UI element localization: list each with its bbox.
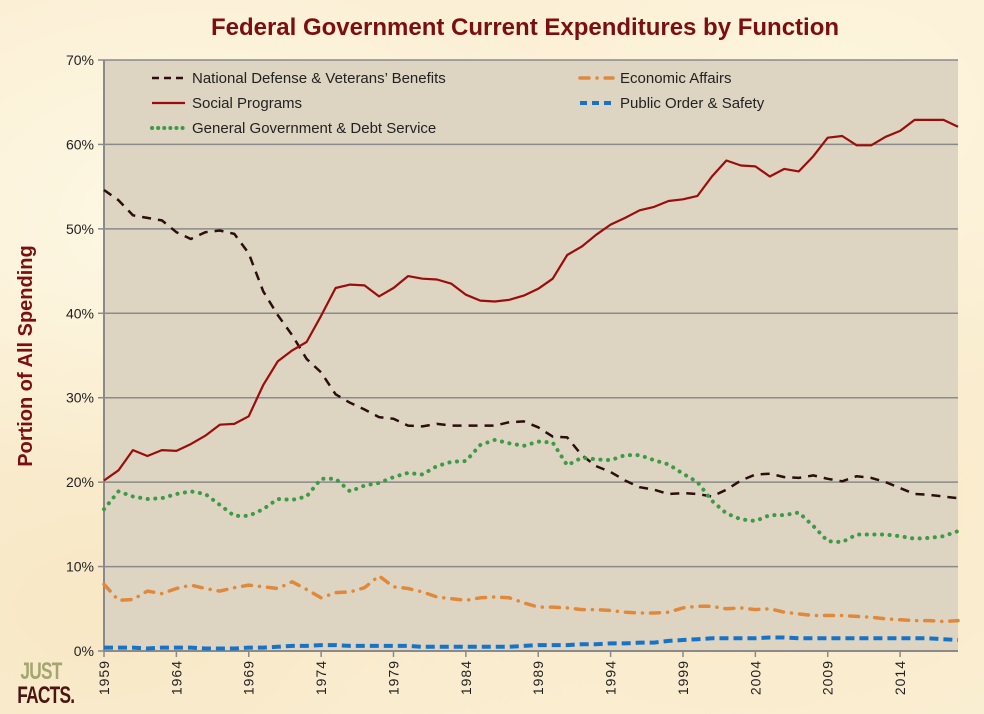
series-line-general-government-debt-service <box>102 437 960 545</box>
logo-just-text: JUST <box>20 658 62 685</box>
x-tick-label: 1964 <box>168 660 184 695</box>
y-tick-label: 40% <box>66 305 94 321</box>
x-tick-label: 1999 <box>675 660 691 695</box>
x-tick-label: 2014 <box>892 660 908 695</box>
legend-label-economic-affairs: Economic Affairs <box>620 70 731 87</box>
series-line-economic-affairs <box>102 574 960 624</box>
x-tick-label: 1959 <box>96 660 112 695</box>
series-line-national-defense-veterans-benefits <box>103 188 959 500</box>
axes: 0% 10% 20% 30% 40% 50% 60% 70% 1959 1964 1969 1974 1… <box>66 52 958 695</box>
series-lines <box>102 118 960 651</box>
y-tick-label: 70% <box>66 52 94 68</box>
y-tick-label: 50% <box>66 221 94 237</box>
legend: National Defense & Veterans’ Benefits Eco… <box>150 70 765 137</box>
series-line-public-order-safety <box>104 635 959 651</box>
logo-facts-text: FACTS. <box>17 682 75 709</box>
legend-label-social-programs: Social Programs <box>192 95 302 112</box>
y-tick-label: 60% <box>66 136 94 152</box>
legend-label-national-defense-veterans-benefits: National Defense & Veterans’ Benefits <box>192 70 446 87</box>
x-tick-label: 2009 <box>820 660 836 695</box>
series-line-social-programs <box>103 118 959 482</box>
x-tick-label: 1989 <box>530 660 546 695</box>
x-tick-label: 1979 <box>385 660 401 695</box>
x-tick-label: 1969 <box>241 660 257 695</box>
x-tick-label: 1974 <box>313 660 329 695</box>
gridlines <box>104 59 958 568</box>
y-tick-label: 20% <box>66 474 94 490</box>
plot-area <box>104 60 958 651</box>
legend-label-general-government-debt-service: General Government & Debt Service <box>192 120 436 137</box>
chart-title: Federal Government Current Expenditures … <box>211 14 839 41</box>
just-facts-logo: JUST FACTS. <box>8 658 75 709</box>
x-tick-label: 2004 <box>747 660 763 695</box>
x-tick-label: 1994 <box>603 660 619 695</box>
y-tick-label: 0% <box>74 643 94 659</box>
y-tick-label: 30% <box>66 390 94 406</box>
y-tick-label: 10% <box>66 559 94 575</box>
x-tick-label: 1984 <box>458 660 474 695</box>
legend-label-public-order-safety: Public Order & Safety <box>620 95 765 112</box>
y-axis-label: Portion of All Spending <box>15 245 37 466</box>
